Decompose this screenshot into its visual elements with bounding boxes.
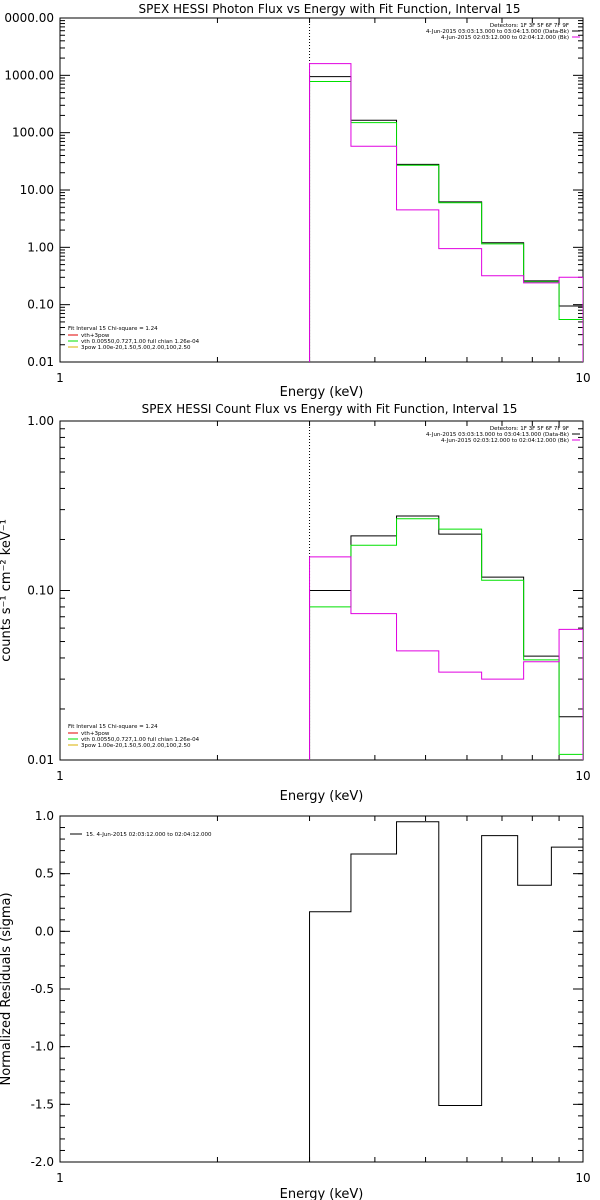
legend-top-right: Detectors: 1F 3F 5F 6F 7F 9F4-Jun-2015 0…: [426, 426, 580, 444]
y-tick-label: 0.01: [27, 355, 54, 369]
legend-line: vth+3pow: [81, 333, 110, 339]
y-tick-label: 0.5: [35, 867, 54, 881]
series-group: [309, 63, 583, 362]
y-tick-label: 0.10: [27, 298, 54, 312]
x-axis-label: Energy (keV): [280, 385, 364, 400]
chart-title: SPEX HESSI Count Flux vs Energy with Fit…: [142, 402, 518, 416]
legend-line: 4-Jun-2015 02:03:12.000 to 02:04:12.000 …: [441, 438, 569, 444]
y-tick-label: 100.00: [12, 126, 54, 140]
series-line-3: [309, 63, 583, 362]
y-tick-label: 0000.00: [4, 11, 54, 25]
x-tick-label: 1: [56, 769, 64, 783]
legend-line: vth 0.00550,0.727,1.00 full chian 1.26e-…: [81, 339, 200, 345]
legend-line: Detectors: 1F 3F 5F 6F 7F 9F: [490, 426, 569, 432]
series-line-1: [309, 821, 583, 1162]
plot-frame: [59, 815, 584, 1163]
x-axis-label: Energy (keV): [280, 1187, 364, 1200]
y-tick-label: 1.0: [35, 809, 54, 823]
y-tick-label: -2.0: [31, 1155, 54, 1169]
y-tick-label: 1.00: [27, 414, 54, 428]
plot-frame: [59, 17, 584, 363]
y-axis-label: Normalized Residuals (sigma): [0, 892, 14, 1085]
legend-line: 3pow 1.00e-20,1.50,5.00,2.00,100,2.50: [81, 743, 191, 749]
plot-panel-2: SPEX HESSI Count Flux vs Energy with Fit…: [0, 402, 591, 804]
x-axis-label: Energy (keV): [280, 789, 364, 804]
x-tick-label: 10: [575, 371, 590, 385]
series-group: [309, 515, 583, 760]
legend-line: 3pow 1.00e-20,1.50,5.00,2.00,100,2.50: [81, 345, 191, 351]
legend-top-right: Detectors: 1F 3F 5F 6F 7F 9F4-Jun-2015 0…: [426, 23, 580, 41]
legend-line: 4-Jun-2015 03:03:13.000 to 03:04:13.000 …: [426, 432, 569, 438]
legend-header: Fit Interval 15 Chi-square = 1.24: [68, 724, 158, 730]
plot-panel-1: SPEX HESSI Photon Flux vs Energy with Fi…: [4, 2, 590, 400]
legend-header: Fit Interval 15 Chi-square = 1.24: [68, 326, 158, 332]
legend-top-left: 15. 4-Jun-2015 02:03:12.000 to 02:04:12.…: [70, 832, 212, 838]
series-line-3: [309, 556, 583, 760]
x-tick-label: 10: [575, 769, 590, 783]
y-tick-label: -1.0: [31, 1040, 54, 1054]
series-group: [309, 821, 583, 1162]
x-tick-label: 1: [56, 371, 64, 385]
y-tick-label: 1.00: [27, 240, 54, 254]
legend-line: 4-Jun-2015 03:03:13.000 to 03:04:13.000 …: [426, 29, 569, 35]
x-tick-label: 10: [575, 1171, 590, 1185]
legend-line: 15. 4-Jun-2015 02:03:12.000 to 02:04:12.…: [86, 832, 212, 838]
legend-line: 4-Jun-2015 02:03:12.000 to 02:04:12.000 …: [441, 35, 569, 41]
y-tick-label: 0.10: [27, 584, 54, 598]
y-tick-label: 10.00: [20, 183, 54, 197]
y-axis-label: counts s⁻¹ cm⁻² keV⁻¹: [0, 519, 14, 662]
legend-line: vth 0.00550,0.727,1.00 full chian 1.26e-…: [81, 737, 200, 743]
x-tick-label: 1: [56, 1171, 64, 1185]
y-tick-label: -1.5: [31, 1097, 54, 1111]
y-tick-label: -0.5: [31, 982, 54, 996]
legend-bottom-left: Fit Interval 15 Chi-square = 1.24vth+3po…: [68, 724, 200, 749]
y-tick-label: 0.0: [35, 924, 54, 938]
legend-line: Detectors: 1F 3F 5F 6F 7F 9F: [490, 23, 569, 29]
legend-bottom-left: Fit Interval 15 Chi-square = 1.24vth+3po…: [68, 326, 200, 351]
legend-line: vth+3pow: [81, 731, 110, 737]
y-tick-label: 1000.00: [4, 68, 54, 82]
plot-panel-3: Energy (keV) Normalized Residuals (sigma)…: [0, 809, 591, 1200]
y-tick-label: 0.01: [27, 753, 54, 767]
series-line-2: [309, 518, 583, 760]
chart-title: SPEX HESSI Photon Flux vs Energy with Fi…: [139, 2, 521, 16]
